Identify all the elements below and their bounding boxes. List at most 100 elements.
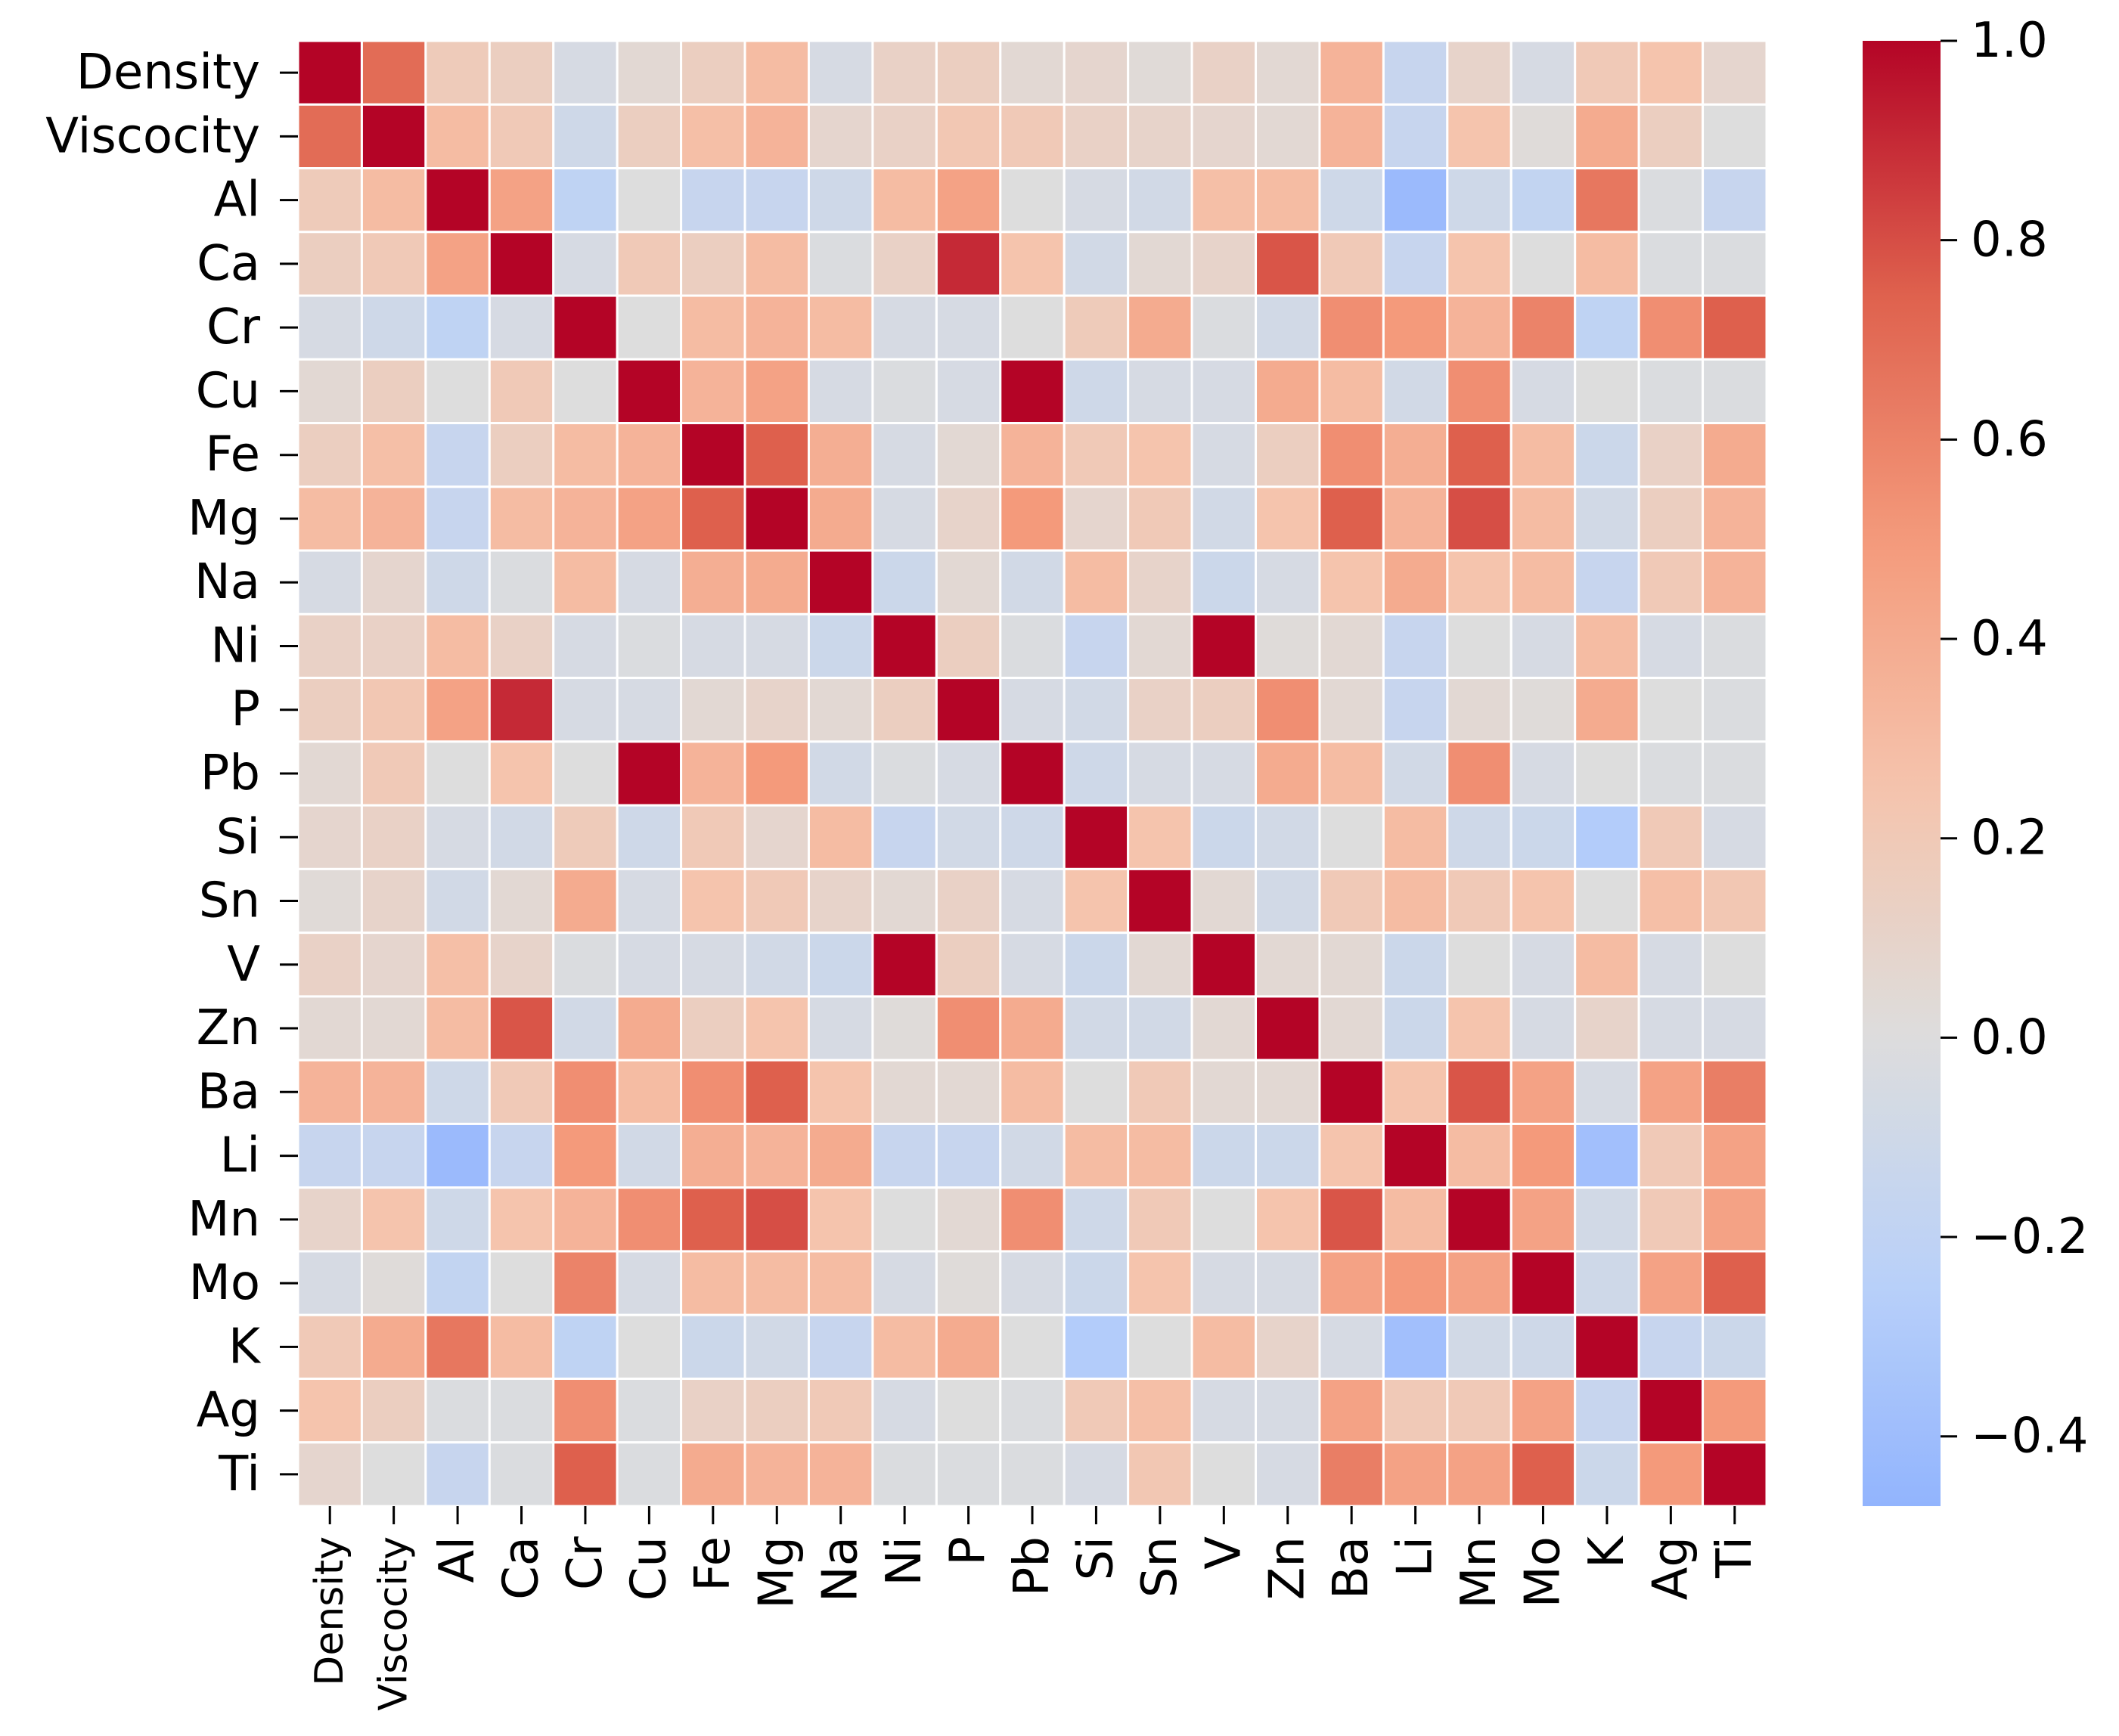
heatmap-cell-V-Mo	[1509, 932, 1577, 998]
heatmap-cell-Cr-Na	[807, 294, 874, 361]
heatmap-cell-Zn-Ni	[871, 995, 938, 1062]
heatmap-cell-Al-Ba	[1318, 167, 1385, 234]
heatmap-cell-Ca-Ag	[1637, 231, 1705, 297]
heatmap-cell-V-Ni	[871, 932, 938, 998]
heatmap-cell-P-Cr	[552, 677, 619, 743]
heatmap-cell-Mo-Ti	[1702, 1250, 1768, 1316]
heatmap-cell-Viscocity-Ag	[1637, 103, 1705, 170]
heatmap-cell-K-Li	[1382, 1313, 1449, 1380]
heatmap-cell-Mo-Mg	[743, 1250, 810, 1316]
heatmap-cell-Cr-P	[935, 294, 1002, 361]
heatmap-cell-V-Fe	[680, 932, 746, 998]
colorbar-tick-label: 0.0	[1971, 1009, 2048, 1065]
row-label-Si: Si	[216, 809, 260, 865]
heatmap-cell-Mo-Ba	[1318, 1250, 1385, 1316]
heatmap-cell-Ni-Cu	[616, 612, 683, 680]
heatmap-cell-Mg-Cr	[552, 485, 619, 552]
heatmap-cell-Pb-Fe	[680, 740, 746, 807]
heatmap-cell-Ba-Al	[424, 1059, 491, 1125]
heatmap-cell-Viscocity-Mg	[743, 103, 810, 170]
heatmap-cell-Fe-Li	[1382, 422, 1449, 488]
heatmap-cell-Al-P	[935, 167, 1002, 234]
heatmap-cell-Ag-Ag	[1637, 1377, 1705, 1444]
heatmap-cell-Cr-Fe	[680, 294, 746, 361]
heatmap-cell-Fe-Ti	[1702, 422, 1768, 488]
heatmap-cell-Al-Ag	[1637, 167, 1705, 234]
heatmap-cell-Mn-Li	[1382, 1186, 1449, 1253]
heatmap-cell-Li-P	[935, 1122, 1002, 1189]
heatmap-cell-Li-Si	[1063, 1122, 1130, 1189]
heatmap-cell-Mo-Zn	[1255, 1250, 1321, 1316]
heatmap-cell-Mn-Viscocity	[360, 1186, 427, 1253]
heatmap-cell-Ti-V	[1190, 1441, 1258, 1508]
heatmap-cell-Na-Mn	[1446, 549, 1512, 615]
heatmap-cell-Li-Ag	[1637, 1122, 1705, 1189]
heatmap-cell-Ti-Al	[424, 1441, 491, 1508]
heatmap-cell-Cr-Sn	[1127, 294, 1193, 361]
heatmap-cell-Al-Density	[296, 167, 363, 234]
heatmap-cell-Al-Cr	[552, 167, 619, 234]
heatmap-cell-Mg-Viscocity	[360, 485, 427, 552]
heatmap-cell-Ti-Si	[1063, 1441, 1130, 1508]
heatmap-cell-P-Sn	[1127, 677, 1193, 743]
heatmap-cell-P-Ti	[1702, 677, 1768, 743]
col-label-Ag: Ag	[1643, 1536, 1699, 1600]
heatmap-cell-Sn-Ti	[1702, 867, 1768, 935]
heatmap-cell-Cr-Ca	[488, 294, 555, 361]
heatmap-cell-Mg-Fe	[680, 485, 746, 552]
heatmap-cell-Na-V	[1190, 549, 1258, 615]
heatmap-cell-Viscocity-Ni	[871, 103, 938, 170]
heatmap-cell-Ba-Ti	[1702, 1059, 1768, 1125]
heatmap-cell-Ca-Pb	[999, 231, 1066, 297]
heatmap-cell-Viscocity-V	[1190, 103, 1258, 170]
heatmap-cell-Ba-P	[935, 1059, 1002, 1125]
heatmap-cell-K-Density	[296, 1313, 363, 1380]
heatmap-cell-Ti-Na	[807, 1441, 874, 1508]
heatmap-cell-Ag-V	[1190, 1377, 1258, 1444]
heatmap-cell-Mn-V	[1190, 1186, 1258, 1253]
heatmap-cell-Ca-Cr	[552, 231, 619, 297]
heatmap-cell-Density-Mg	[743, 39, 810, 106]
heatmap-cell-Density-Viscocity	[360, 39, 427, 106]
heatmap-cell-Ca-Ti	[1702, 231, 1768, 297]
heatmap-cell-Ag-Viscocity	[360, 1377, 427, 1444]
heatmap-cell-Al-Mg	[743, 167, 810, 234]
col-label-K: K	[1579, 1535, 1635, 1568]
heatmap-cell-Fe-Cr	[552, 422, 619, 488]
heatmap-cell-P-Ca	[488, 677, 555, 743]
heatmap-cell-Mn-Mn	[1446, 1186, 1512, 1253]
heatmap-cell-Ni-K	[1574, 612, 1640, 680]
heatmap-cell-Zn-P	[935, 995, 1002, 1062]
heatmap-cell-Ti-Ba	[1318, 1441, 1385, 1508]
heatmap-cell-Na-Density	[296, 549, 363, 615]
heatmap-cell-Density-Ca	[488, 39, 555, 106]
heatmap-cell-Mo-Al	[424, 1250, 491, 1316]
heatmap-cell-Mo-Mn	[1446, 1250, 1512, 1316]
heatmap-cell-Na-K	[1574, 549, 1640, 615]
heatmap-cell-Sn-Ag	[1637, 867, 1705, 935]
heatmap-cell-V-Ag	[1637, 932, 1705, 998]
heatmap-cell-Mg-Ba	[1318, 485, 1385, 552]
heatmap-cell-Ti-Cr	[552, 1441, 619, 1508]
heatmap-cell-Mg-Si	[1063, 485, 1130, 552]
heatmap-cell-Cr-Cr	[552, 294, 619, 361]
heatmap-cell-Viscocity-Sn	[1127, 103, 1193, 170]
heatmap-cell-Pb-Ba	[1318, 740, 1385, 807]
heatmap-cell-V-P	[935, 932, 1002, 998]
heatmap-cell-Ca-Sn	[1127, 231, 1193, 297]
heatmap-cell-Sn-Li	[1382, 867, 1449, 935]
heatmap-cell-Ag-P	[935, 1377, 1002, 1444]
heatmap-cell-Viscocity-Si	[1063, 103, 1130, 170]
heatmap-cell-Density-Sn	[1127, 39, 1193, 106]
heatmap-cell-Pb-Mn	[1446, 740, 1512, 807]
colorbar-tick-label: −0.4	[1971, 1409, 2088, 1465]
heatmap-cell-Mn-Ti	[1702, 1186, 1768, 1253]
heatmap-cell-Al-Zn	[1255, 167, 1321, 234]
heatmap-cell-Al-Mn	[1446, 167, 1512, 234]
heatmap-cell-Si-Density	[296, 804, 363, 870]
heatmap-cell-Ba-Density	[296, 1059, 363, 1125]
heatmap-cell-Sn-Al	[424, 867, 491, 935]
heatmap-cell-Mn-Ag	[1637, 1186, 1705, 1253]
heatmap-cell-Cu-Density	[296, 358, 363, 425]
heatmap-cell-K-Ag	[1637, 1313, 1705, 1380]
